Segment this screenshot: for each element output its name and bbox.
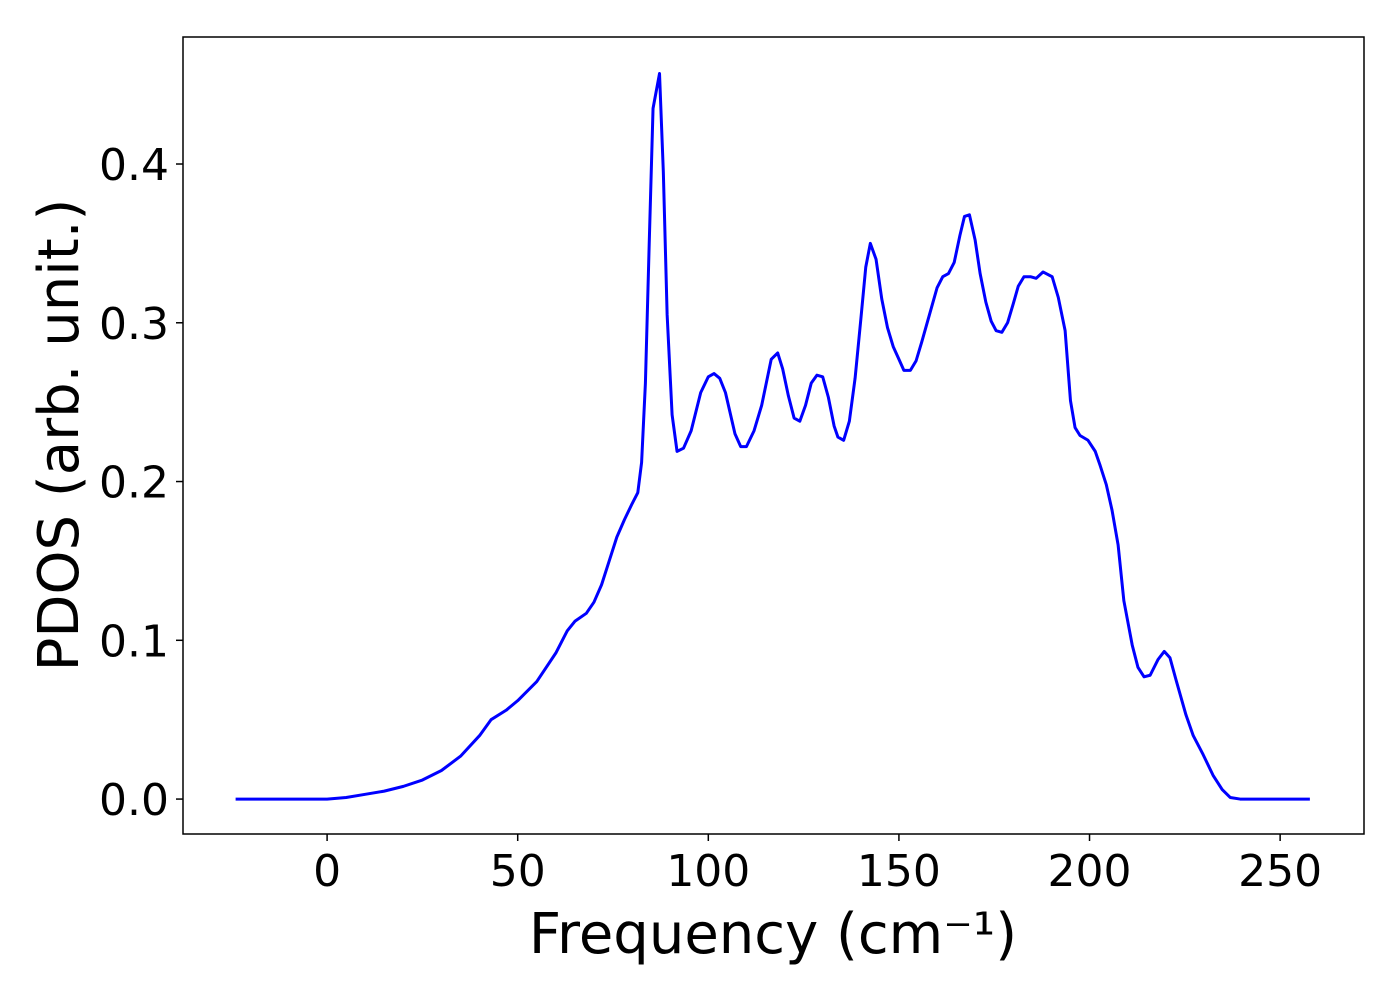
x-axis-label: Frequency (cm⁻¹) [529, 902, 1017, 967]
y-tick-label: 0.4 [99, 140, 169, 191]
x-tick-label: 50 [490, 846, 546, 897]
plot-frame [182, 36, 1365, 835]
y-tick-label: 0.0 [99, 775, 169, 826]
data-line [235, 72, 1310, 801]
x-tick-label: 250 [1238, 846, 1322, 897]
y-tick-label: 0.3 [99, 299, 169, 350]
x-tick-label: 150 [857, 846, 941, 897]
y-tick-label: 0.2 [99, 458, 169, 509]
x-tick-label: 200 [1048, 846, 1132, 897]
x-tick-label: 0 [313, 846, 341, 897]
y-tick-label: 0.1 [99, 616, 169, 667]
x-tick-label: 100 [666, 846, 750, 897]
y-axis-label: PDOS (arb. unit.) [27, 199, 92, 672]
